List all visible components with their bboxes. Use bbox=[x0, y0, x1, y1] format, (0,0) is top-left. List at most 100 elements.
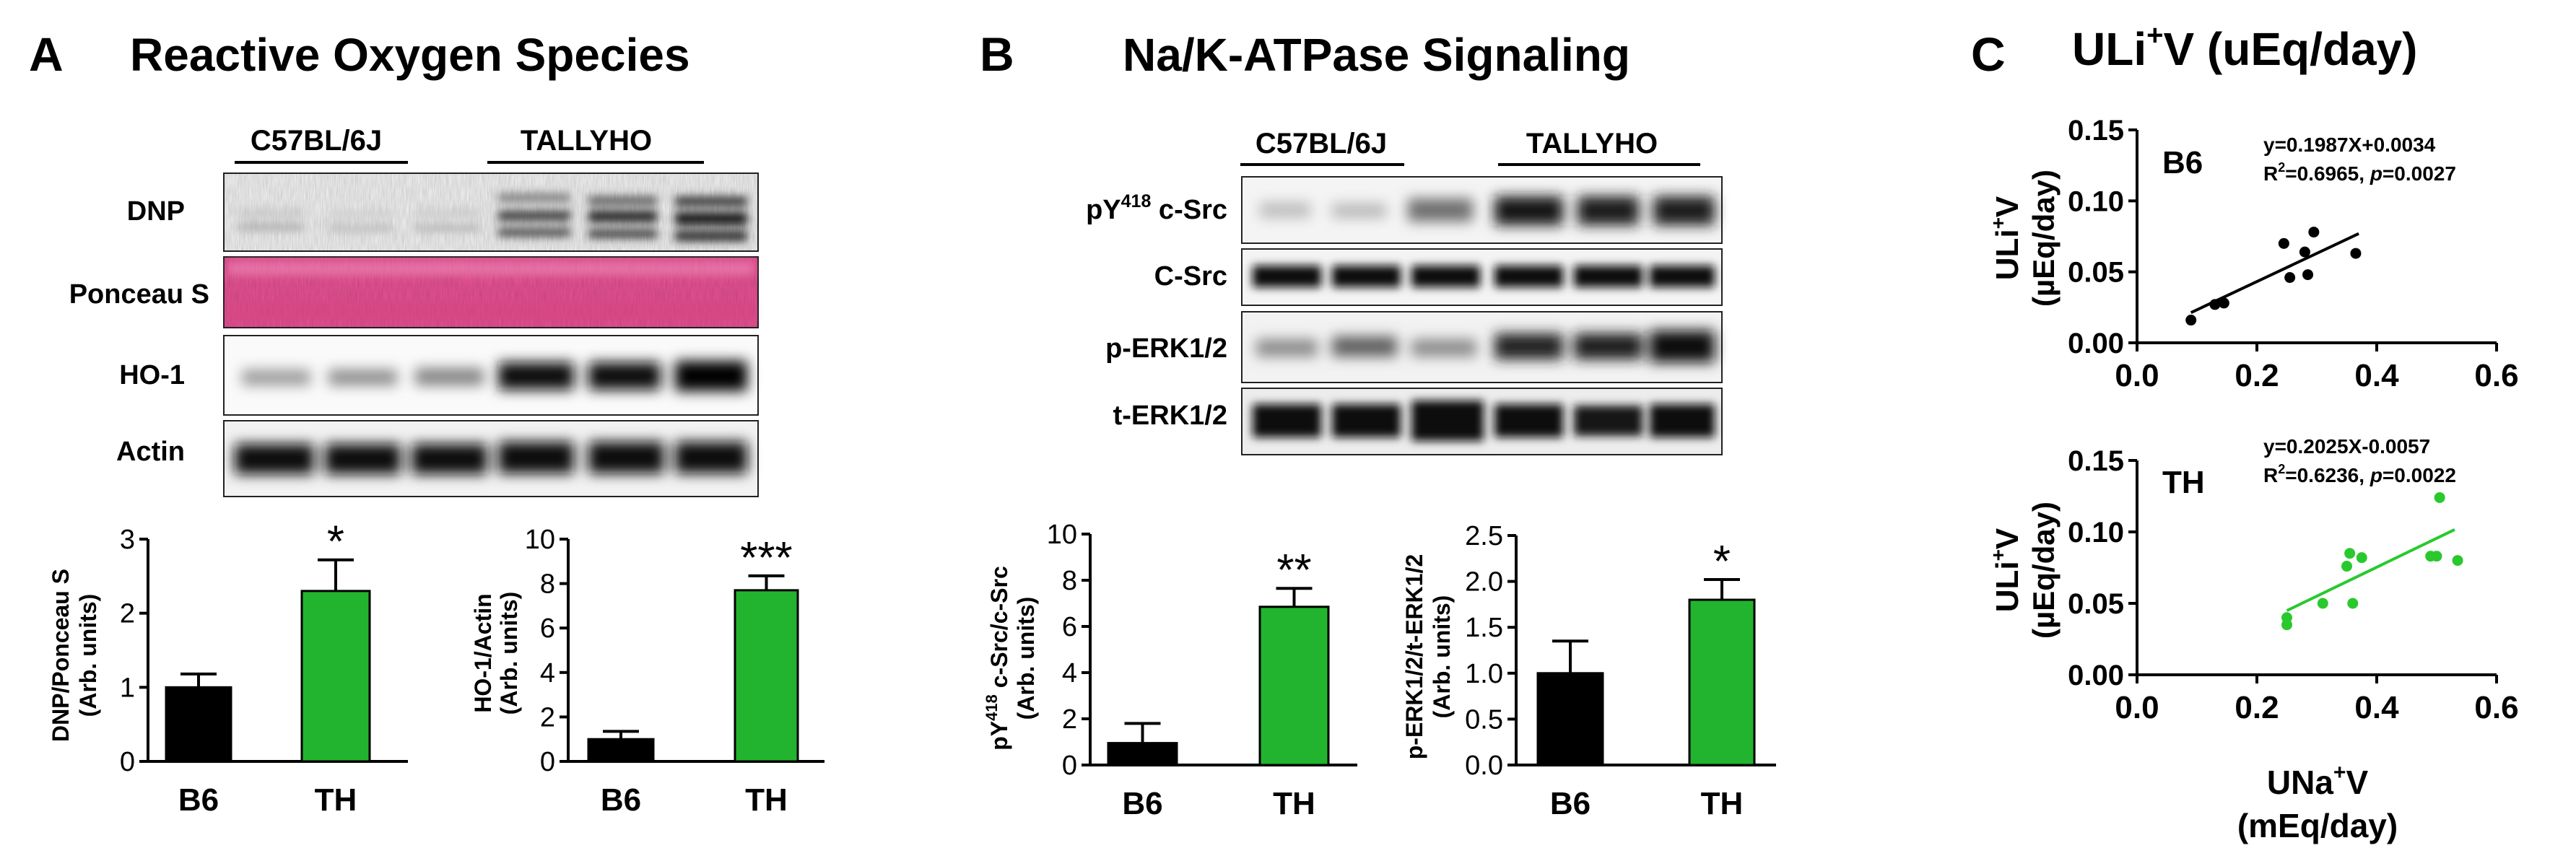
x-tick-label: 0.6 bbox=[2474, 358, 2518, 393]
y-tick-label: 2.5 bbox=[1465, 521, 1503, 551]
chart-scatter-b6: ULi+V (µEq/day) B6 y=0.1987X+0.0034 R2=0… bbox=[1987, 115, 2519, 393]
group-label: TH bbox=[2162, 465, 2205, 500]
x-tick-label: TH bbox=[1273, 786, 1315, 821]
y-tick-label: 6 bbox=[1062, 612, 1077, 642]
panel-c: C ULi+V (uEq/day) UNa+V (mEq/day) bbox=[1971, 19, 2417, 844]
y-tick-label: 0 bbox=[1062, 751, 1077, 781]
bar-b6 bbox=[1536, 672, 1604, 766]
panel-a: A Reactive Oxygen Species C57BL/6J TALLY… bbox=[29, 27, 759, 497]
data-point bbox=[2317, 598, 2328, 609]
x-tick-label: TH bbox=[315, 782, 357, 818]
regression-stats: R2=0.6965, p=0.0027 bbox=[2263, 160, 2456, 185]
y-tick-label: 2.0 bbox=[1465, 567, 1503, 598]
chart-dnp-ponceau: DNP/Ponceau S (Arb. units) 0 1 2 3 B6 TH * bbox=[48, 517, 408, 818]
y-axis-label-units: (µEq/day) bbox=[2027, 502, 2061, 639]
x-axis-label-units: (mEq/day) bbox=[2237, 807, 2398, 844]
data-point bbox=[2350, 248, 2362, 259]
data-point bbox=[2278, 237, 2289, 249]
bar-th bbox=[1258, 606, 1330, 766]
data-point bbox=[2434, 491, 2445, 503]
data-point bbox=[2344, 548, 2356, 559]
blot-b-group-b6: C57BL/6J bbox=[1256, 128, 1387, 159]
y-tick-label: 10 bbox=[1047, 520, 1077, 550]
blot-b-terk bbox=[1241, 388, 1723, 455]
chart-perk-terk: p-ERK1/2/t-ERK1/2 (Arb. units) 0.0 0.5 1.0… bbox=[1401, 521, 1776, 821]
data-point bbox=[2341, 561, 2352, 572]
data-point bbox=[2185, 315, 2197, 326]
data-point bbox=[2218, 297, 2229, 309]
regression-line bbox=[2286, 528, 2455, 612]
bar-b6 bbox=[165, 686, 232, 763]
y-tick-label: 0.00 bbox=[2068, 660, 2124, 691]
y-tick-label: 0.15 bbox=[2068, 445, 2124, 477]
blot-b-row-csrc: C-Src bbox=[1154, 261, 1227, 292]
y-tick-label: 4 bbox=[1062, 658, 1077, 689]
y-tick-label: 1.5 bbox=[1465, 613, 1503, 643]
y-tick-label: 0.05 bbox=[2068, 588, 2124, 620]
blot-a-dnp bbox=[223, 172, 759, 252]
y-axis-label: ULi+V bbox=[1987, 196, 2025, 280]
group-label: B6 bbox=[2162, 145, 2203, 180]
data-point bbox=[2356, 552, 2367, 564]
x-tick-label: B6 bbox=[178, 782, 219, 818]
data-point bbox=[2284, 272, 2296, 284]
significance-marker: *** bbox=[740, 533, 792, 583]
y-tick-label: 1 bbox=[120, 673, 135, 703]
blot-b-row-perk: p-ERK1/2 bbox=[1105, 333, 1227, 364]
panel-b-title: Na/K-ATPase Signaling bbox=[1123, 29, 1630, 81]
data-point bbox=[2347, 598, 2359, 609]
bar-th bbox=[1688, 598, 1756, 766]
y-axis-label-units: (Arb. units) bbox=[1429, 595, 1455, 719]
blot-b-perk bbox=[1241, 311, 1723, 383]
regression-line bbox=[2190, 232, 2359, 314]
x-axis-label: UNa+V bbox=[2267, 761, 2369, 801]
blot-a-ho1 bbox=[223, 335, 759, 416]
x-tick-label: 0.2 bbox=[2235, 690, 2279, 725]
x-tick-label: 0.0 bbox=[2115, 690, 2159, 725]
blot-a-ponceau bbox=[223, 256, 759, 328]
x-tick-label: B6 bbox=[601, 782, 641, 818]
regression-equation: y=0.1987X+0.0034 bbox=[2263, 134, 2436, 156]
y-tick-label: 8 bbox=[1062, 566, 1077, 596]
data-point bbox=[2431, 551, 2442, 562]
y-tick-label: 0 bbox=[540, 747, 555, 777]
y-axis-label-units: (Arb. units) bbox=[75, 594, 101, 717]
y-tick-label: 8 bbox=[540, 569, 555, 600]
blot-b-row-terk: t-ERK1/2 bbox=[1113, 401, 1227, 431]
blot-b-row-pysrc: pY418 c-Src bbox=[1086, 191, 1227, 225]
data-point bbox=[2302, 269, 2314, 281]
y-tick-label: 2 bbox=[1062, 704, 1077, 735]
blot-b-pysrc bbox=[1241, 176, 1723, 244]
x-tick-label: TH bbox=[1701, 786, 1744, 821]
y-tick-label: 10 bbox=[525, 525, 555, 555]
y-tick-label: 0.5 bbox=[1465, 704, 1503, 735]
y-tick-label: 6 bbox=[540, 613, 555, 644]
x-tick-label: B6 bbox=[1122, 786, 1162, 821]
y-axis-label: p-ERK1/2/t-ERK1/2 bbox=[1401, 554, 1427, 760]
data-point bbox=[2452, 555, 2463, 567]
x-tick-label: 0.6 bbox=[2474, 690, 2518, 725]
y-tick-label: 0.00 bbox=[2068, 328, 2124, 359]
blot-a-group-th: TALLYHO bbox=[521, 125, 652, 157]
data-point bbox=[2299, 246, 2310, 258]
x-tick-label: TH bbox=[745, 782, 788, 818]
blot-a-group-b6: C57BL/6J bbox=[251, 125, 382, 157]
y-tick-label: 0.0 bbox=[1465, 751, 1503, 781]
panel-a-title: Reactive Oxygen Species bbox=[130, 29, 690, 81]
y-axis-label: HO-1/Actin bbox=[470, 593, 496, 712]
panel-b-letter: B bbox=[980, 27, 1014, 81]
y-axis-label-units: (µEq/day) bbox=[2027, 170, 2061, 307]
blot-a-row-ho1: HO-1 bbox=[119, 360, 185, 390]
x-tick-label: 0.2 bbox=[2235, 358, 2279, 393]
bar-b6 bbox=[1107, 742, 1178, 766]
regression-stats: R2=0.6236, p=0.0022 bbox=[2263, 462, 2456, 486]
blot-a-actin bbox=[223, 420, 759, 497]
panel-c-letter: C bbox=[1971, 27, 2006, 81]
y-axis-label-units: (Arb. units) bbox=[1013, 597, 1039, 720]
y-tick-label: 0 bbox=[120, 747, 135, 777]
y-tick-label: 0.10 bbox=[2068, 185, 2124, 217]
panel-a-letter: A bbox=[29, 27, 64, 81]
blot-b-csrc bbox=[1241, 248, 1723, 306]
y-tick-label: 0.15 bbox=[2068, 115, 2124, 147]
y-axis-label: ULi+V bbox=[1987, 528, 2025, 612]
